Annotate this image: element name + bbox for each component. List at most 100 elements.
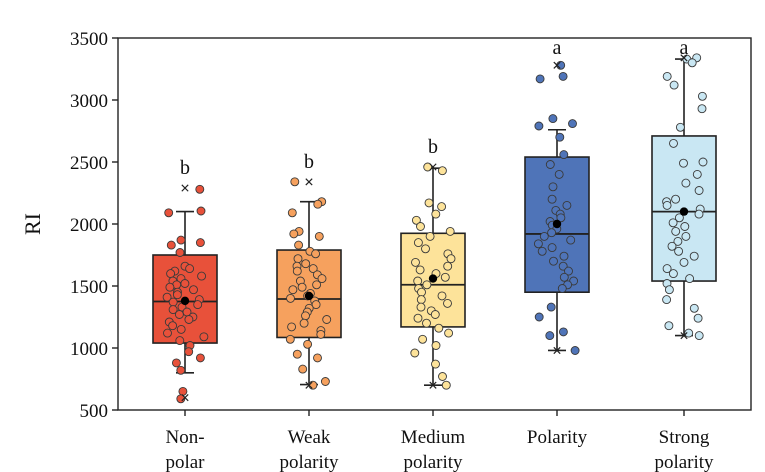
data-point (164, 208, 174, 218)
data-point (195, 238, 205, 248)
data-point (312, 280, 322, 290)
data-point (664, 321, 674, 331)
data-point (557, 284, 567, 293)
data-point (547, 228, 557, 238)
data-point (317, 274, 327, 284)
data-point (664, 285, 674, 295)
y-tick-label: 1500 (70, 277, 108, 298)
data-point (681, 178, 691, 188)
data-point (413, 276, 423, 286)
data-point (671, 226, 681, 236)
data-point (195, 353, 205, 363)
data-point (430, 310, 440, 319)
data-point (434, 323, 444, 333)
data-point (548, 182, 558, 192)
data-point (176, 394, 186, 404)
data-point (431, 209, 441, 219)
data-point (443, 298, 452, 308)
data-point (168, 321, 178, 331)
data-point (175, 336, 185, 346)
data-point (559, 150, 569, 160)
data-point (178, 386, 188, 396)
min-marker (305, 381, 313, 389)
data-point (549, 256, 558, 266)
category-label: Strong polarity (654, 427, 714, 472)
min-marker (181, 393, 189, 402)
data-point (674, 213, 684, 223)
data-point (313, 353, 322, 363)
data-point (437, 166, 447, 176)
data-point (679, 257, 689, 267)
mean-marker (180, 296, 190, 306)
data-point (293, 254, 303, 264)
data-point (171, 358, 181, 368)
data-point (285, 334, 295, 344)
category-label-line: polarity (403, 452, 463, 472)
category-label: Non-polar (165, 427, 205, 472)
data-point (697, 91, 707, 101)
data-point (564, 266, 573, 276)
data-point (698, 157, 708, 167)
data-point (662, 71, 672, 81)
data-point (166, 269, 176, 279)
data-point (697, 104, 707, 114)
data-point (554, 169, 564, 179)
category-label-line: Non- (165, 427, 204, 448)
x-axis-labels: Non-polar Weak polarity Medium polarity Polar… (165, 410, 714, 472)
category-label-line: Polarity (527, 427, 588, 448)
data-point (425, 231, 435, 241)
min-marker (429, 381, 437, 389)
data-point (416, 302, 426, 312)
y-tick-label: 1000 (70, 339, 108, 360)
category-label-line: polarity (279, 452, 339, 472)
data-point (689, 251, 699, 261)
data-point (546, 302, 556, 312)
data-point (165, 282, 175, 292)
data-point (662, 200, 672, 210)
data-point (547, 194, 557, 204)
data-point (286, 293, 295, 303)
data-point (694, 331, 704, 341)
mean-marker (552, 219, 562, 229)
data-point (415, 265, 425, 275)
data-point (195, 184, 205, 194)
data-point (193, 300, 203, 310)
data-point (417, 287, 426, 297)
data-point (299, 318, 309, 328)
data-point (440, 272, 450, 282)
data-point (687, 58, 697, 68)
mean-marker (679, 207, 689, 216)
mean-marker (304, 291, 314, 301)
significance-letter: a (553, 37, 562, 59)
data-point (533, 239, 543, 249)
data-point (287, 208, 297, 218)
data-point (180, 279, 190, 288)
data-point (313, 199, 323, 209)
data-point (196, 206, 206, 216)
significance-letter: b (180, 157, 190, 179)
box-group: a (651, 37, 717, 341)
data-point (174, 310, 184, 319)
data-point (166, 240, 176, 250)
data-point (416, 222, 425, 231)
box-group: a (524, 37, 590, 355)
data-point (176, 235, 186, 245)
data-point (320, 377, 330, 386)
data-point (559, 272, 569, 282)
data-point (556, 60, 566, 70)
data-point (441, 380, 451, 390)
data-point (679, 158, 688, 168)
max-marker (553, 61, 561, 69)
data-point (176, 324, 186, 334)
max-marker (181, 184, 189, 192)
data-point (431, 341, 441, 350)
y-tick-label: 3000 (70, 91, 108, 112)
data-point (421, 244, 430, 254)
data-point (413, 238, 423, 248)
max-marker (305, 178, 313, 186)
data-point (437, 291, 447, 301)
data-point (301, 259, 311, 269)
data-point (184, 315, 194, 324)
min-marker (553, 346, 561, 355)
category-label: Medium polarity (401, 427, 466, 472)
